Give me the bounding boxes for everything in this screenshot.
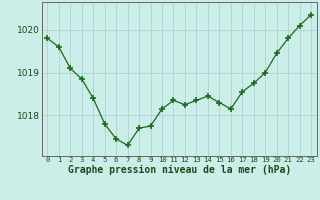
X-axis label: Graphe pression niveau de la mer (hPa): Graphe pression niveau de la mer (hPa) [68, 165, 291, 175]
